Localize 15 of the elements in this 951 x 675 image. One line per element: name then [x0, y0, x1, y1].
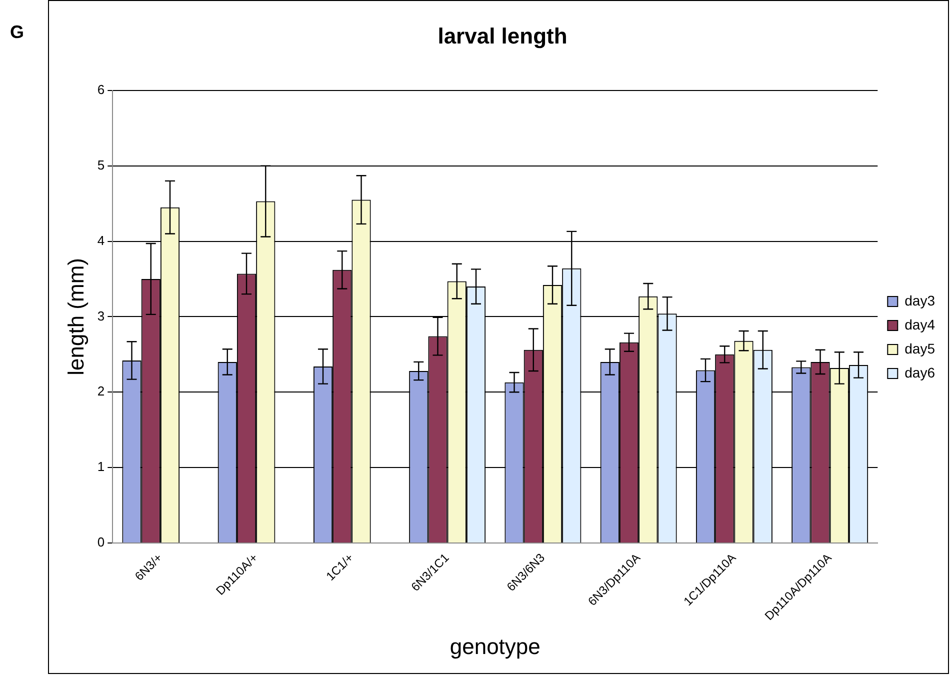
- y-tick-label: 5: [97, 157, 105, 172]
- legend-label: day4: [904, 316, 936, 332]
- y-axis-title: length (mm): [63, 258, 88, 376]
- y-tick-label: 4: [97, 232, 105, 248]
- legend-label: day6: [904, 364, 936, 380]
- y-tick-label: 0: [97, 534, 105, 550]
- legend-label: day5: [904, 340, 936, 356]
- y-tick-label: 1: [97, 459, 105, 474]
- legend-label: day3: [904, 292, 936, 308]
- x-axis-title: genotype: [450, 634, 540, 659]
- chart-title: larval length: [438, 23, 568, 48]
- y-tick-label: 2: [97, 384, 105, 399]
- y-tick-label: 6: [97, 82, 105, 97]
- text: G: [10, 22, 24, 42]
- y-tick-label: 3: [97, 308, 105, 324]
